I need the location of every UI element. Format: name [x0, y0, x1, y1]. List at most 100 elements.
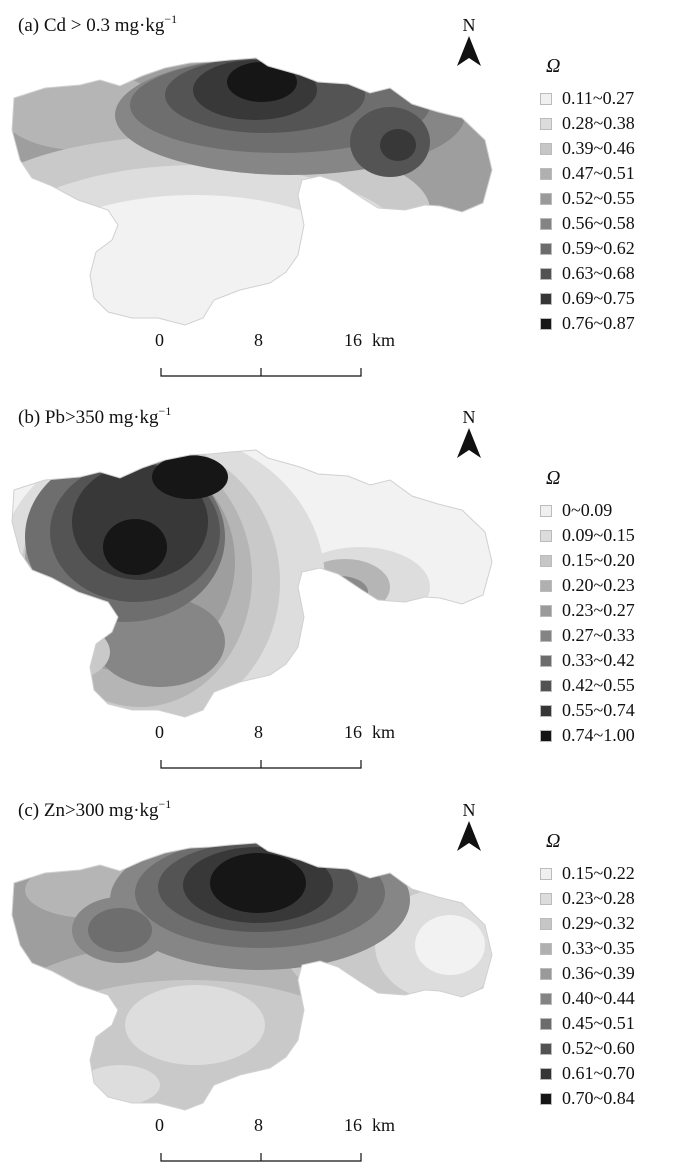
north-label: N	[462, 15, 476, 35]
legend-title: Ω	[546, 830, 561, 852]
legend-label: 0.52~0.60	[562, 1038, 635, 1058]
legend-swatch	[540, 242, 552, 255]
scale-tick-16: 16	[344, 330, 362, 350]
legend-item: 0.20~0.23	[540, 573, 635, 598]
legend-swatch	[540, 729, 552, 742]
legend-item: 0.29~0.32	[540, 911, 635, 936]
zone-0.70-0.84	[210, 853, 306, 913]
north-label: N	[462, 407, 476, 427]
legend-swatch	[540, 917, 552, 930]
legend-item: 0.23~0.28	[540, 886, 635, 911]
legend-label: 0.63~0.68	[562, 263, 635, 283]
map-pb	[11, 449, 493, 718]
legend-swatch	[540, 529, 552, 542]
legend-item: 0.39~0.46	[540, 136, 635, 161]
zone-0.45-0.51-west	[88, 908, 152, 952]
legend-label: 0~0.09	[562, 500, 613, 520]
legend-item: 0.74~1.00	[540, 723, 635, 748]
legend-item: 0.56~0.58	[540, 211, 635, 236]
legend-swatch	[540, 317, 552, 330]
scale-unit: km	[372, 1115, 396, 1135]
zone-0.76-0.87	[227, 62, 297, 102]
legend-label: 0.61~0.70	[562, 1063, 635, 1083]
legend-item: 0.55~0.74	[540, 698, 635, 723]
north-label: N	[462, 800, 476, 820]
legend-swatch	[540, 292, 552, 305]
legend-label: 0.15~0.20	[562, 550, 635, 570]
legend: Ω 0~0.09 0.09~0.15 0.15~0.20 0.20~0.23 0…	[540, 467, 635, 748]
scale-tick-0: 0	[155, 1115, 164, 1135]
legend-title: Ω	[546, 55, 561, 77]
legend-item: 0.45~0.51	[540, 1011, 635, 1036]
legend-swatch	[540, 504, 552, 517]
legend-title: Ω	[546, 467, 561, 489]
legend-swatch	[540, 92, 552, 105]
map-cd	[11, 57, 493, 326]
legend-item: 0.11~0.27	[540, 86, 635, 111]
scale-unit: km	[372, 330, 396, 350]
legend-swatch	[540, 217, 552, 230]
legend-item: 0.40~0.44	[540, 986, 635, 1011]
legend-label: 0.29~0.32	[562, 913, 635, 933]
legend-swatch	[540, 992, 552, 1005]
zone-0.15-0.22	[415, 915, 485, 975]
zone-0.74-1.00	[103, 519, 167, 575]
legend-swatch	[540, 117, 552, 130]
legend-swatch	[540, 1042, 552, 1055]
map-zn	[11, 842, 493, 1111]
panel-title: (b) Pb>350 mg·kg−1	[18, 404, 172, 428]
legend-label: 0.33~0.42	[562, 650, 635, 670]
legend-swatch	[540, 554, 552, 567]
legend-swatch	[540, 267, 552, 280]
legend-item: 0.61~0.70	[540, 1061, 635, 1086]
legend-label: 0.42~0.55	[562, 675, 635, 695]
legend-swatch	[540, 679, 552, 692]
legend-swatch	[540, 142, 552, 155]
legend-item: 0.42~0.55	[540, 673, 635, 698]
panel-c: (c) Zn>300 mg·kg−1 N Ω 0.15~0.22 0.23~0.…	[0, 785, 700, 1170]
legend: Ω 0.11~0.27 0.28~0.38 0.39~0.46 0.47~0.5…	[540, 55, 635, 336]
north-arrow-icon	[457, 36, 481, 66]
region-outline	[11, 449, 493, 718]
scale-unit: km	[372, 722, 396, 742]
zone-0.27-0.33-lobe	[312, 576, 368, 608]
legend-label: 0.52~0.55	[562, 188, 635, 208]
legend-label: 0.15~0.22	[562, 863, 635, 883]
panel-title: (c) Zn>300 mg·kg−1	[18, 797, 172, 821]
region-outline	[11, 57, 493, 326]
legend-swatch	[540, 654, 552, 667]
legend-swatch	[540, 579, 552, 592]
legend-swatch	[540, 892, 552, 905]
legend-item: 0~0.09	[540, 498, 635, 523]
scale-bar: 0 8 16 km	[150, 722, 395, 772]
legend-item: 0.76~0.87	[540, 311, 635, 336]
region-outline	[11, 842, 493, 1111]
legend-label: 0.28~0.38	[562, 113, 635, 133]
north-arrow-icon	[457, 821, 481, 851]
legend-swatch	[540, 1067, 552, 1080]
legend-label: 0.74~1.00	[562, 725, 635, 745]
legend-label: 0.70~0.84	[562, 1088, 635, 1108]
legend-item: 0.27~0.33	[540, 623, 635, 648]
legend-item: 0.23~0.27	[540, 598, 635, 623]
legend-label: 0.36~0.39	[562, 963, 635, 983]
scale-tick-0: 0	[155, 330, 164, 350]
legend-item: 0.70~0.84	[540, 1086, 635, 1111]
north-arrow: N	[454, 801, 484, 858]
legend-item: 0.15~0.22	[540, 861, 635, 886]
panel-title: (a) Cd > 0.3 mg·kg−1	[18, 12, 178, 36]
legend-label: 0.09~0.15	[562, 525, 635, 545]
legend-swatch	[540, 167, 552, 180]
legend-item: 0.69~0.75	[540, 286, 635, 311]
scale-line	[160, 368, 362, 377]
legend-label: 0.59~0.62	[562, 238, 635, 258]
legend-item: 0.15~0.20	[540, 548, 635, 573]
scale-bar: 0 8 16 km	[150, 330, 395, 380]
legend-swatch	[540, 867, 552, 880]
scale-tick-16: 16	[344, 722, 362, 742]
legend-swatch	[540, 1092, 552, 1105]
legend-label: 0.33~0.35	[562, 938, 635, 958]
legend-swatch	[540, 704, 552, 717]
legend-label: 0.40~0.44	[562, 988, 635, 1008]
north-arrow: N	[454, 408, 484, 465]
